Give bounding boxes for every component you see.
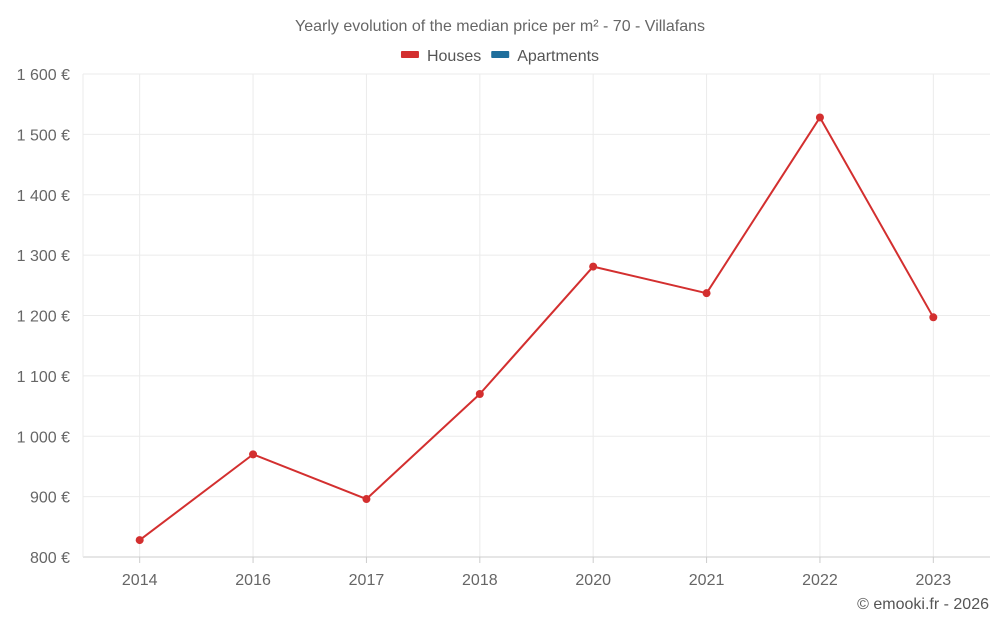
data-point-houses-2022 xyxy=(815,113,824,122)
x-tick-label: 2021 xyxy=(689,572,725,589)
y-tick-label: 1 300 € xyxy=(17,248,70,265)
data-point-houses-2021 xyxy=(702,289,711,298)
legend-swatch-apartments xyxy=(491,51,510,58)
x-tick-label: 2022 xyxy=(802,572,838,589)
y-tick-label: 800 € xyxy=(30,550,70,567)
y-tick-label: 1 100 € xyxy=(17,369,70,386)
y-tick-labels: 800 € 900 € 1 000 € 1 100 € 1 200 € 1 300 € 1 … xyxy=(17,67,70,567)
axes xyxy=(82,74,990,558)
y-tick-label: 1 400 € xyxy=(17,188,70,205)
data-point-houses-2023 xyxy=(929,313,938,322)
x-tick-label: 2023 xyxy=(916,572,952,589)
legend-label-houses: Houses xyxy=(427,48,481,65)
x-tick-labels: 2014 2016 2017 2018 2020 2021 2022 2023 xyxy=(122,572,951,589)
data-point-houses-2018 xyxy=(475,389,484,398)
y-tick-label: 900 € xyxy=(30,490,70,507)
credit-text: © emooki.fr - 2026 xyxy=(857,596,989,613)
x-tick-label: 2017 xyxy=(349,572,385,589)
legend: Houses Apartments xyxy=(400,48,599,65)
x-tick-label: 2016 xyxy=(235,572,271,589)
data-point-houses-2016 xyxy=(249,450,258,459)
y-tick-label: 1 000 € xyxy=(17,429,70,446)
series-group xyxy=(135,113,938,545)
data-point-houses-2020 xyxy=(589,262,598,271)
x-tick-label: 2014 xyxy=(122,572,158,589)
legend-swatch-houses xyxy=(400,51,419,58)
data-point-houses-2014 xyxy=(135,536,144,545)
x-tick-label: 2020 xyxy=(575,572,611,589)
y-tick-label: 1 500 € xyxy=(17,127,70,144)
legend-label-apartments: Apartments xyxy=(517,48,599,65)
y-tick-label: 1 200 € xyxy=(17,309,70,326)
y-tick-label: 1 600 € xyxy=(17,67,70,84)
chart-title: Yearly evolution of the median price per… xyxy=(295,18,705,35)
y-gridlines xyxy=(83,73,990,558)
data-point-houses-2017 xyxy=(362,495,371,504)
series-line-houses xyxy=(139,116,935,541)
x-tick-label: 2018 xyxy=(462,572,498,589)
x-gridlines xyxy=(139,74,934,563)
